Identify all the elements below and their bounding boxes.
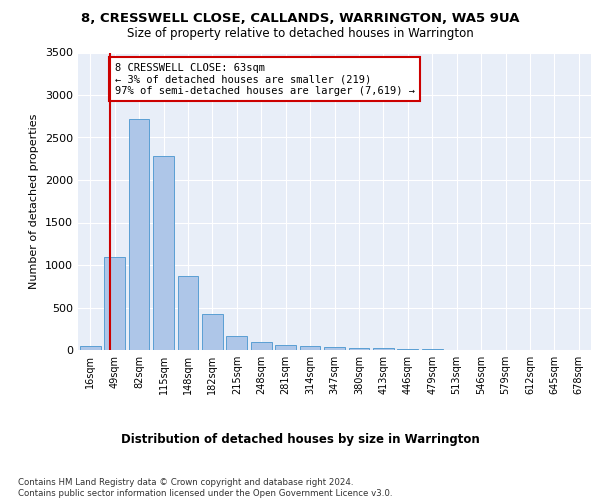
Text: Size of property relative to detached houses in Warrington: Size of property relative to detached ho…: [127, 28, 473, 40]
Bar: [275, 345, 296, 350]
Bar: [178, 276, 199, 350]
Bar: [202, 314, 223, 350]
Bar: [251, 342, 272, 350]
Text: 8, CRESSWELL CLOSE, CALLANDS, WARRINGTON, WA5 9UA: 8, CRESSWELL CLOSE, CALLANDS, WARRINGTON…: [81, 12, 519, 26]
Bar: [153, 156, 174, 350]
Bar: [324, 347, 345, 350]
Bar: [299, 346, 320, 350]
Bar: [397, 348, 418, 350]
Bar: [349, 348, 370, 350]
Bar: [373, 348, 394, 350]
Bar: [80, 346, 101, 350]
Text: Contains HM Land Registry data © Crown copyright and database right 2024.
Contai: Contains HM Land Registry data © Crown c…: [18, 478, 392, 498]
Bar: [422, 349, 443, 350]
Bar: [128, 119, 149, 350]
Y-axis label: Number of detached properties: Number of detached properties: [29, 114, 40, 289]
Bar: [226, 336, 247, 350]
Text: Distribution of detached houses by size in Warrington: Distribution of detached houses by size …: [121, 432, 479, 446]
Text: 8 CRESSWELL CLOSE: 63sqm
← 3% of detached houses are smaller (219)
97% of semi-d: 8 CRESSWELL CLOSE: 63sqm ← 3% of detache…: [115, 62, 415, 96]
Bar: [104, 256, 125, 350]
